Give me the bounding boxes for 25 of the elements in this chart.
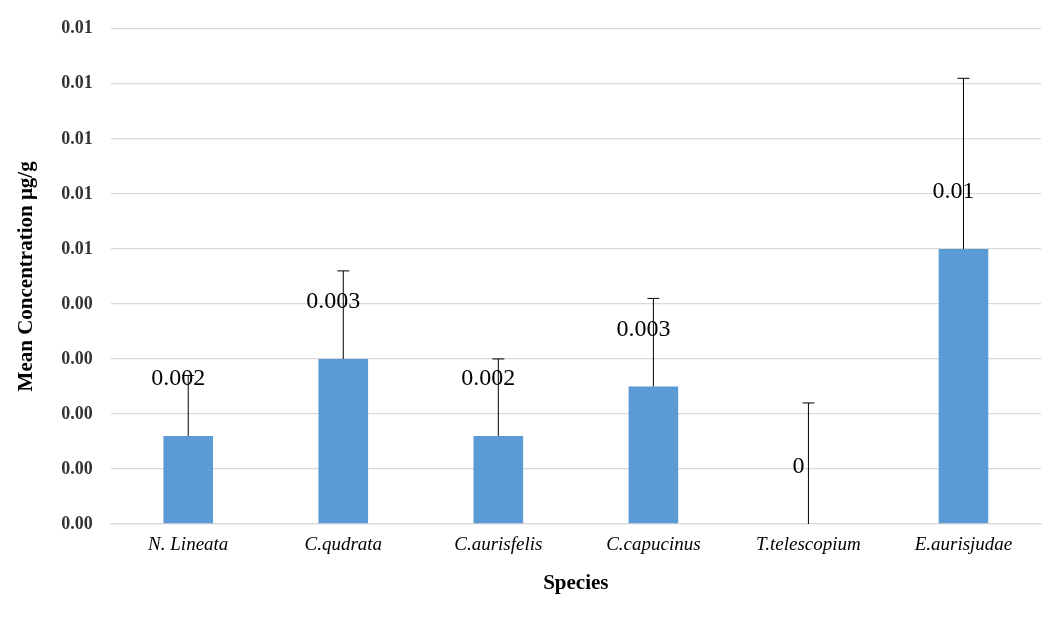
x-tick-label: T.telescopium <box>756 533 861 555</box>
y-tick-label: 0.01 <box>61 127 93 148</box>
bar <box>163 435 214 524</box>
bar <box>473 435 524 524</box>
x-tick-label: C.qudrata <box>304 533 383 555</box>
data-label: 0 <box>792 452 805 479</box>
y-tick-label: 0.00 <box>61 512 93 533</box>
y-tick-label: 0.01 <box>61 237 93 258</box>
y-tick-label: 0.00 <box>61 292 93 313</box>
y-tick-label: 0.00 <box>61 347 93 368</box>
bar <box>628 386 679 524</box>
y-tick-label: 0.00 <box>61 457 93 478</box>
x-tick-label: C.aurisfelis <box>454 533 543 555</box>
y-tick-label: 0.00 <box>61 402 93 423</box>
bar <box>938 248 989 524</box>
x-axis-title: Species <box>543 569 609 594</box>
y-tick-label: 0.01 <box>61 182 93 203</box>
x-tick-label: N. Lineata <box>147 533 229 555</box>
x-tick-label: E.aurisjudae <box>913 533 1013 555</box>
bar <box>318 358 369 524</box>
y-tick-label: 0.01 <box>61 72 93 93</box>
x-tick-label: C.capucinus <box>606 533 701 555</box>
y-axis-title: Mean Concentration μg/g <box>13 160 38 392</box>
data-label: 0.002 <box>151 364 206 391</box>
y-tick-label: 0.01 <box>61 17 93 38</box>
